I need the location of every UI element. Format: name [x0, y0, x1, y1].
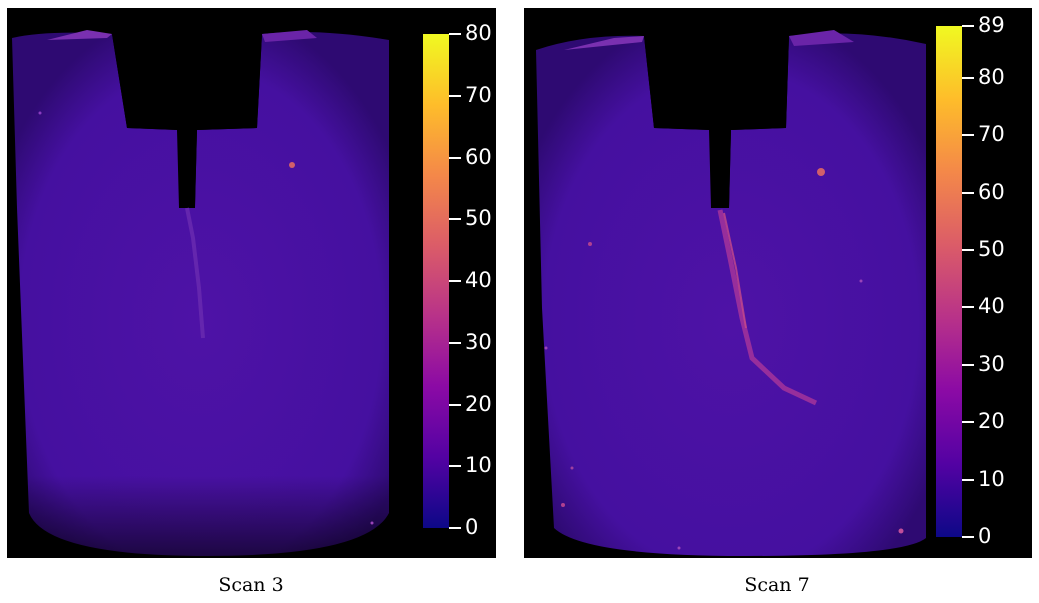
colorbar-tick-label: 30 [465, 329, 492, 354]
pore [544, 346, 548, 350]
specimen-body [536, 33, 926, 557]
pore [561, 503, 565, 507]
colorbar-tick [449, 280, 461, 282]
colorbar-tick-label: 50 [978, 236, 1005, 261]
colorbar-tick [962, 478, 974, 481]
pore [859, 279, 863, 283]
colorbar-tick-label: 70 [978, 122, 1005, 147]
colorbar-tick-label: 10 [978, 466, 1005, 491]
scan-7-image [536, 30, 926, 557]
colorbar-tick [962, 363, 974, 366]
colorbar-tick [962, 536, 974, 538]
pore [570, 466, 574, 470]
colorbar-tick-label: 80 [978, 64, 1005, 89]
crack-trace [185, 207, 205, 339]
colorbar-tick-label: 20 [465, 391, 492, 416]
colorbar-tick [962, 25, 974, 27]
scan-3-panel: 0 10 20 30 40 50 60 70 80 [7, 8, 496, 558]
colorbar-tick [449, 218, 461, 221]
colorbar-tick-label: 50 [465, 206, 492, 231]
colorbar-tick-label: 80 [465, 21, 492, 45]
scan-7-panel: 0 10 20 30 40 50 60 70 80 89 [524, 8, 1032, 558]
caption-scan-7: Scan 7 [744, 574, 810, 596]
colorbar-tick-label: 0 [465, 515, 479, 539]
colorbar-tick [962, 76, 974, 79]
colorbar-tick-label: 40 [465, 268, 492, 292]
colorbar-tick-label: 20 [978, 409, 1005, 434]
colorbar-tick [962, 421, 974, 424]
colorbar-tick [962, 191, 974, 194]
scan-3-image [7, 8, 496, 558]
colorbar-tick-label: 60 [465, 144, 492, 169]
colorbar-tick [449, 527, 461, 529]
colorbar-tick-label: 10 [465, 453, 492, 478]
pore [38, 111, 42, 115]
caption-scan-3: Scan 3 [218, 574, 284, 596]
pore [677, 546, 681, 550]
pore [370, 521, 374, 525]
colorbar-tick-label: 0 [978, 524, 992, 548]
colorbar-gradient [423, 34, 449, 528]
crack-trace [717, 209, 818, 406]
colorbar-gradient [936, 26, 962, 537]
colorbar-tick [962, 134, 974, 137]
colorbar-tick-label: 89 [978, 13, 1005, 37]
colorbar-tick [449, 156, 461, 159]
colorbar-tick [449, 33, 461, 35]
colorbar-tick-label: 30 [978, 351, 1005, 376]
colorbar-tick [449, 403, 461, 406]
colorbar-tick [449, 94, 461, 97]
pore [289, 162, 295, 168]
pore [817, 168, 825, 176]
colorbar-tick [449, 465, 461, 468]
colorbar-tick-label: 40 [978, 294, 1005, 319]
notch [644, 36, 789, 208]
notch [112, 34, 262, 204]
colorbar-tick-label: 70 [465, 82, 492, 107]
colorbar-tick [962, 306, 974, 309]
colorbar-tick-label: 60 [978, 179, 1005, 204]
colorbar-tick [962, 248, 974, 251]
colorbar-tick [449, 341, 461, 344]
pore [898, 528, 904, 534]
pore [588, 242, 592, 246]
